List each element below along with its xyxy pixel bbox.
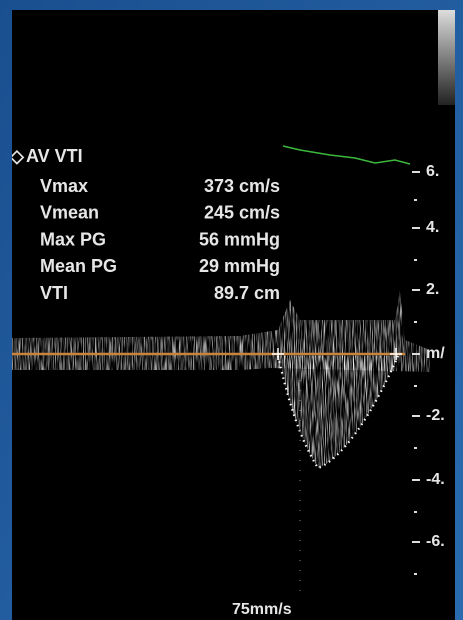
measurement-label: Vmean (40, 203, 99, 223)
scale-label: -4. (426, 471, 445, 488)
measurement-value: 89.7 cm (214, 283, 280, 303)
scale-label: 4. (426, 219, 439, 236)
image-area (12, 10, 455, 620)
measurement-value: 245 cm/s (204, 203, 280, 223)
measurement-value: 373 cm/s (204, 176, 280, 196)
measurement-label: Mean PG (40, 256, 117, 276)
measurement-label: Max PG (40, 229, 106, 249)
scale-label: 6. (426, 163, 439, 180)
scale-label: m/ (426, 345, 445, 362)
measurement-value: 56 mmHg (199, 229, 280, 249)
ultrasound-screen: 6.4.2.m/-2.-4.-6. ◇ AV VTI Vmax373 cm/sV… (0, 0, 463, 620)
measurement-label: Vmax (40, 176, 88, 196)
measurement-label: VTI (40, 283, 68, 303)
sweep-speed: 75mm/s (232, 601, 292, 618)
page: 6.4.2.m/-2.-4.-6. ◇ AV VTI Vmax373 cm/sV… (0, 0, 463, 620)
scale-label: 2. (426, 281, 439, 298)
measurement-value: 29 mmHg (199, 256, 280, 276)
scale-label: -2. (426, 407, 445, 424)
measurement-title: AV VTI (26, 146, 83, 166)
gray-bar (438, 10, 455, 105)
scale-label: -6. (426, 533, 445, 550)
